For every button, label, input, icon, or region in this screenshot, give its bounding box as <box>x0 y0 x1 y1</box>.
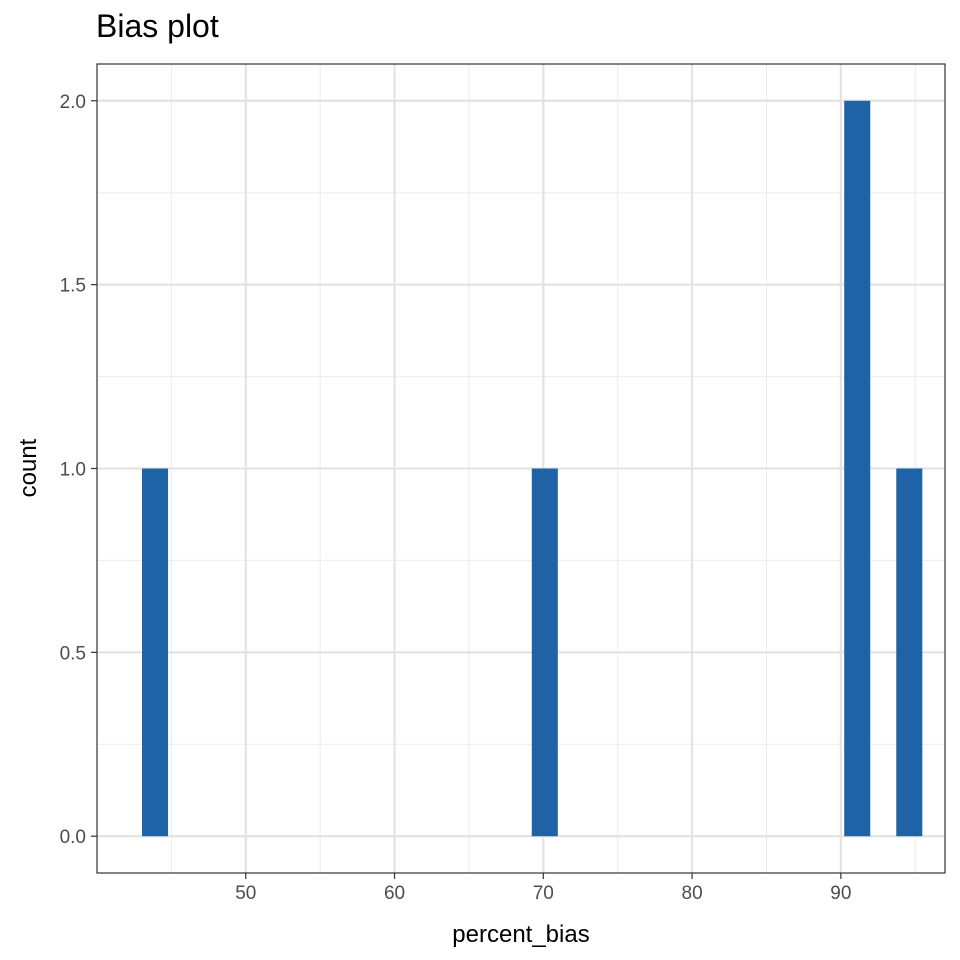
histogram-bar <box>896 468 923 837</box>
grid-lines <box>97 64 945 873</box>
x-tick-label: 50 <box>235 883 256 904</box>
histogram-bar <box>531 468 558 837</box>
x-tick-label: 90 <box>830 883 851 904</box>
bars <box>142 100 923 837</box>
y-tick-label: 0.5 <box>60 643 86 664</box>
x-axis: 50 60 70 80 90 <box>235 873 851 904</box>
y-axis: 0.0 0.5 1.0 1.5 2.0 <box>60 92 97 848</box>
y-axis-title: count <box>15 438 42 497</box>
histogram-bar <box>142 468 169 837</box>
y-tick-label: 1.0 <box>60 460 86 481</box>
x-tick-label: 60 <box>384 883 405 904</box>
histogram-bar <box>844 100 871 837</box>
y-tick-label: 0.0 <box>60 827 86 848</box>
y-tick-label: 1.5 <box>60 276 86 297</box>
x-axis-title: percent_bias <box>452 921 589 948</box>
x-tick-label: 70 <box>533 883 554 904</box>
x-tick-label: 80 <box>682 883 703 904</box>
chart-title: Bias plot <box>96 8 219 44</box>
y-tick-label: 2.0 <box>60 92 86 113</box>
